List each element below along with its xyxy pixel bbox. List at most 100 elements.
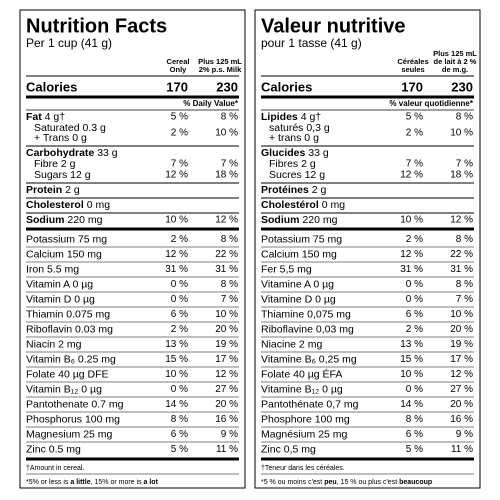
nutrient-row: Glucides 33 g (261, 147, 329, 159)
nutrient-row: Carbohydrate 33 g (26, 147, 118, 159)
value: 7 % (456, 159, 473, 170)
panel-title: Valeur nutritive (261, 15, 406, 37)
panel-box (254, 9, 481, 489)
sub-nutrient: Sugars 12 g (34, 169, 91, 181)
nutrient-row: Protein 2 g (26, 184, 80, 196)
value: 12 % (215, 215, 238, 226)
sub-nutrient: + trans 0 g (269, 132, 319, 144)
value: 0 % (171, 279, 188, 290)
dv-header: % Daily Value* (183, 99, 239, 108)
micro-nutrient: Zinc 0.5 mg (26, 443, 81, 455)
value: 12 % (215, 369, 238, 380)
nutrient-row: Cholestérol 0 mg (261, 199, 345, 211)
micro-nutrient: Magnesium 25 mg (26, 428, 113, 440)
value: 10 % (165, 215, 188, 226)
sub-nutrient: Sucres 12 g (269, 169, 325, 181)
value: 20 % (450, 324, 473, 335)
nutrient-name: Fat (26, 111, 42, 123)
nutrient-amount: 33 g (308, 147, 329, 159)
micro-nutrient: Iron 5.5 mg (26, 263, 79, 275)
micro-nutrient: Potassium 75 mg (26, 233, 107, 245)
value: 6 % (406, 309, 423, 320)
value: 10 % (400, 369, 423, 380)
nutrient-name: Carbohydrate (26, 147, 94, 159)
value: 5 % (406, 444, 423, 455)
nutrient-amount: 0 mg (322, 199, 346, 211)
value: 19 % (215, 339, 238, 350)
value: 10 % (215, 309, 238, 320)
value: 0 % (406, 384, 423, 395)
micro-nutrient: Riboflavine 0,03 mg (261, 323, 354, 335)
value: 19 % (450, 339, 473, 350)
value: 8 % (221, 112, 238, 123)
nutrient-row: Sodium 220 mg (261, 214, 338, 226)
value: 10 % (400, 215, 423, 226)
dv-header: % valeur quotidienne* (389, 99, 473, 108)
value: 31 % (165, 264, 188, 275)
nutrient-name: Protéines (261, 184, 309, 196)
panel-title: Nutrition Facts (26, 15, 167, 37)
value: 16 % (215, 414, 238, 425)
value: 2 % (406, 324, 423, 335)
footnote-part: beaucoup (399, 479, 432, 486)
panel-box (19, 9, 246, 489)
footnote-part: peu (324, 479, 336, 486)
value: 7 % (171, 159, 188, 170)
value: 8 % (456, 112, 473, 123)
nutrient-amount: 220 mg (67, 214, 102, 226)
value: 31 % (400, 264, 423, 275)
serving-size: pour 1 tasse (41 g) (261, 36, 362, 50)
micro-nutrient: Vitamin B₁₂ 0 µg (26, 383, 102, 395)
column-header: Only (170, 65, 187, 74)
nutrient-row: Lipides 4 g† (261, 111, 321, 123)
value: 31 % (215, 264, 238, 275)
micro-nutrient: Niacin 2 mg (26, 338, 82, 350)
footnote: *5% or less is a little, 15% or more is … (26, 479, 159, 486)
sub-nutrient: Fibre 2 g (34, 158, 76, 170)
value: 8 % (171, 414, 188, 425)
value: 8 % (406, 414, 423, 425)
serving-size: Per 1 cup (41 g) (26, 36, 112, 50)
column-header: Plus 125 mL (433, 49, 477, 58)
value: 31 % (450, 264, 473, 275)
micro-nutrient: Thiamine 0,075 mg (261, 308, 351, 320)
value: 170 (166, 79, 188, 94)
value: 7 % (406, 159, 423, 170)
value: 10 % (450, 309, 473, 320)
footnote-part: *5 % ou moins c'est (261, 479, 324, 486)
nutrient-name: Sodium (26, 214, 65, 226)
value: 13 % (400, 339, 423, 350)
nutrient-name: Protein (26, 184, 62, 196)
value: 12 % (450, 215, 473, 226)
sub-nutrient: + Trans 0 g (34, 132, 87, 144)
micro-nutrient: Vitamin A 0 µg (26, 278, 93, 290)
nutrient-amount: 4 g† (45, 111, 66, 123)
value: 17 % (450, 354, 473, 365)
micro-nutrient: Potassium 75 mg (261, 233, 342, 245)
nutrient-name: Lipides (261, 111, 298, 123)
value: 11 % (451, 444, 473, 455)
nutrient-name: Cholestérol (261, 199, 319, 211)
footnote-part: a little (70, 479, 90, 486)
sub-nutrient: Fibres 2 g (269, 158, 316, 170)
value: 18 % (215, 170, 238, 181)
value: 2 % (171, 234, 188, 245)
micro-nutrient: Zinc 0,5 mg (261, 443, 316, 455)
nutrient-amount: 220 mg (302, 214, 337, 226)
value: 7 % (221, 294, 238, 305)
nutrient-row: Cholesterol 0 mg (26, 199, 110, 211)
value: 5 % (171, 444, 188, 455)
micro-nutrient: Calcium 150 mg (26, 248, 102, 260)
value: 18 % (450, 170, 473, 181)
micro-nutrient: Pantothenate 0.7 mg (26, 398, 124, 410)
value: 8 % (221, 234, 238, 245)
value: 5 % (171, 112, 188, 123)
column-header: Céréales (397, 57, 428, 66)
nutrient-amount: 33 g (97, 147, 118, 159)
micro-nutrient: Folate 40 µg ÉFA (261, 367, 342, 380)
sub-nutrient: saturés 0,3 g (269, 122, 330, 134)
footnote-part: , 15% or more is (91, 479, 144, 486)
value: 10 % (215, 128, 238, 139)
value: 2 % (406, 234, 423, 245)
nutrient-amount: 2 g (312, 184, 327, 196)
